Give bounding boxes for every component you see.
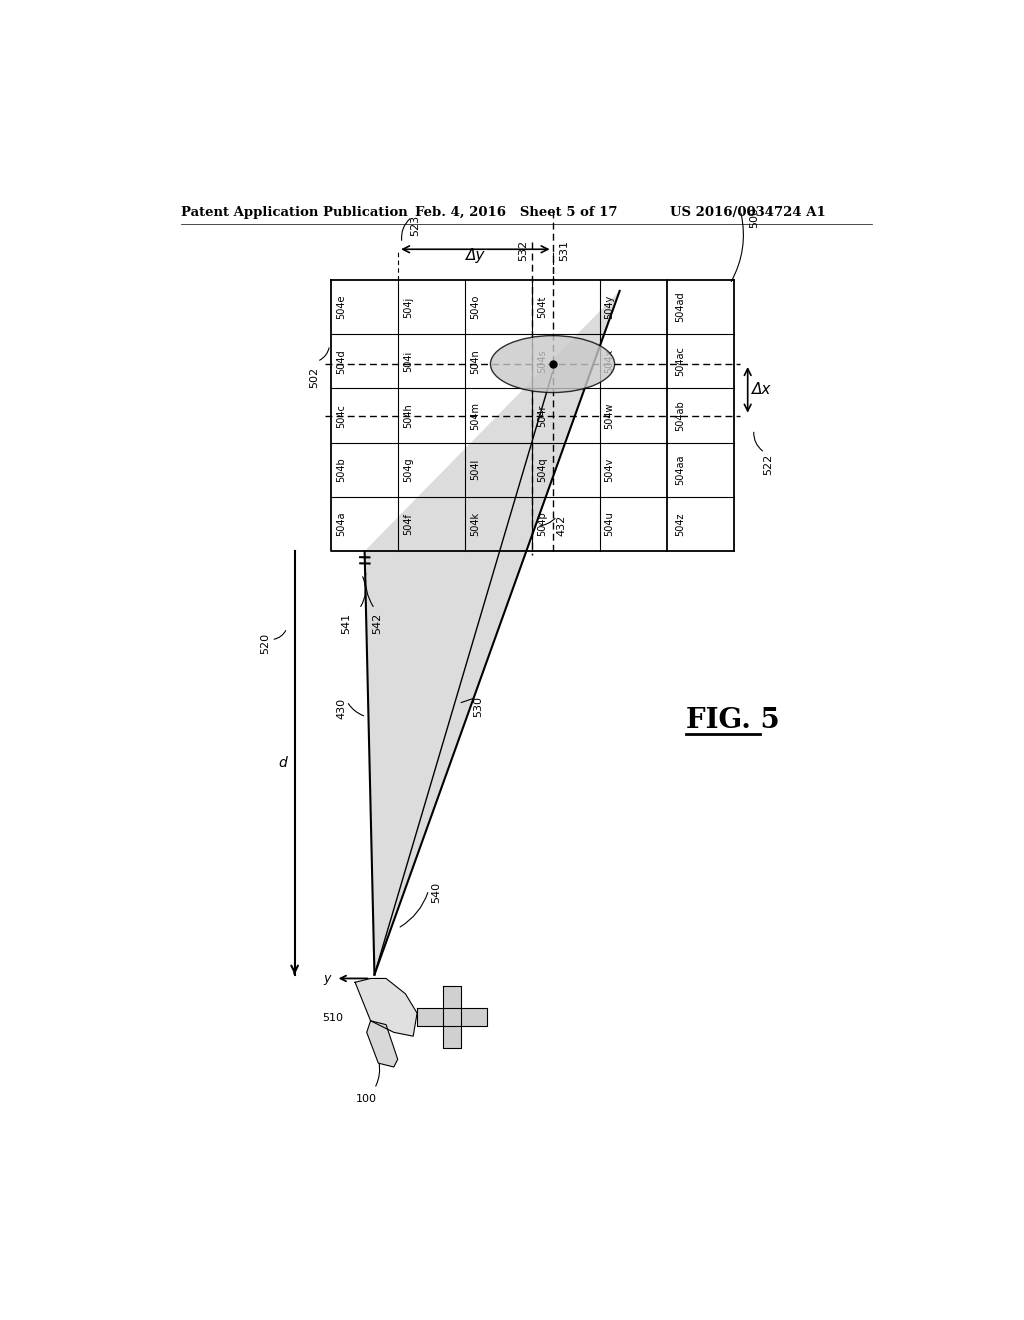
Text: 504p: 504p [538, 512, 548, 536]
Text: 504b: 504b [336, 458, 346, 482]
Text: 531: 531 [559, 240, 568, 261]
Polygon shape [355, 978, 417, 1036]
Text: 542: 542 [373, 612, 382, 634]
Text: FIG. 5: FIG. 5 [686, 708, 779, 734]
Text: y: y [323, 972, 331, 985]
Text: 432: 432 [556, 515, 566, 536]
Text: 523: 523 [410, 215, 420, 236]
Polygon shape [365, 290, 620, 974]
Text: 504e: 504e [336, 294, 346, 319]
Text: 504n: 504n [470, 348, 480, 374]
Text: 504z: 504z [675, 512, 685, 536]
Text: 532: 532 [518, 240, 528, 261]
Text: 100: 100 [356, 1094, 377, 1104]
Text: 504f: 504f [403, 513, 414, 535]
Ellipse shape [490, 335, 614, 392]
Text: Δx: Δx [753, 383, 772, 397]
Text: 530: 530 [473, 696, 483, 717]
Text: 504d: 504d [336, 348, 346, 374]
Text: 500: 500 [749, 207, 759, 228]
Text: 520: 520 [260, 632, 270, 655]
Text: Feb. 4, 2016   Sheet 5 of 17: Feb. 4, 2016 Sheet 5 of 17 [415, 206, 617, 219]
Text: 504m: 504m [470, 401, 480, 429]
Text: 510: 510 [323, 1014, 343, 1023]
Text: 504l: 504l [470, 459, 480, 480]
Text: 504c: 504c [336, 404, 346, 428]
Text: 504s: 504s [538, 350, 548, 374]
Text: 504a: 504a [336, 512, 346, 536]
Text: 504aa: 504aa [675, 454, 685, 484]
Text: 504w: 504w [604, 403, 614, 429]
Text: x: x [403, 1011, 412, 1024]
Text: US 2016/0034724 A1: US 2016/0034724 A1 [671, 206, 826, 219]
Text: 504v: 504v [604, 458, 614, 482]
Text: 504x: 504x [604, 350, 614, 374]
Text: 504ad: 504ad [675, 292, 685, 322]
Text: 504i: 504i [403, 351, 414, 372]
Text: 504o: 504o [470, 294, 480, 319]
Text: 504ac: 504ac [675, 346, 685, 376]
Text: 540: 540 [431, 882, 441, 903]
Text: 541: 541 [341, 612, 351, 634]
Polygon shape [442, 986, 461, 1048]
Text: 522: 522 [763, 454, 773, 475]
Polygon shape [367, 1020, 397, 1067]
Text: 504j: 504j [403, 297, 414, 318]
Text: 504t: 504t [538, 296, 548, 318]
Text: 504r: 504r [538, 404, 548, 426]
Text: d: d [279, 756, 287, 770]
Text: 504k: 504k [470, 512, 480, 536]
Text: 504y: 504y [604, 296, 614, 319]
Text: Patent Application Publication: Patent Application Publication [180, 206, 408, 219]
Text: 504g: 504g [403, 458, 414, 482]
Text: Δy: Δy [466, 248, 485, 263]
Text: 504ab: 504ab [675, 400, 685, 430]
Text: 504u: 504u [604, 512, 614, 536]
Text: 430: 430 [337, 697, 346, 718]
Polygon shape [417, 1007, 486, 1026]
Text: 504h: 504h [403, 403, 414, 428]
Text: 502: 502 [309, 367, 319, 388]
Text: 504q: 504q [538, 458, 548, 482]
